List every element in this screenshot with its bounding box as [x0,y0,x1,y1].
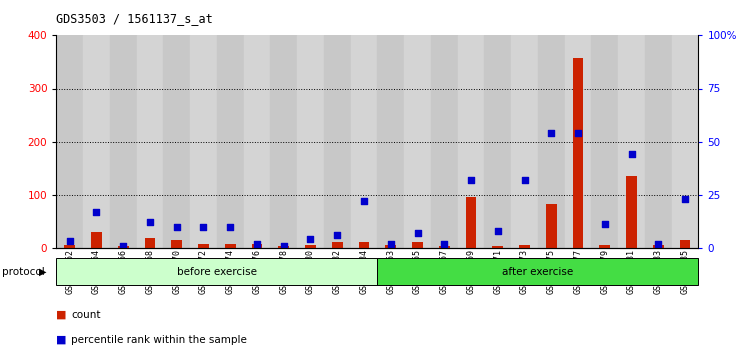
Bar [110,35,137,248]
Bar [190,35,217,248]
Bar [332,242,342,248]
Bar [225,244,236,248]
Point [278,243,290,249]
Bar [324,35,351,248]
Bar [198,244,209,248]
Bar [546,204,556,248]
Bar [83,35,110,248]
Text: ■: ■ [56,335,67,345]
Bar [618,35,645,248]
Bar [599,245,610,248]
Bar [671,35,698,248]
Point [626,152,638,157]
Point [198,224,210,229]
Point [117,243,129,249]
Point [170,224,182,229]
Text: after exercise: after exercise [502,267,574,277]
Point [412,230,424,236]
Point [599,222,611,227]
Point [358,198,370,204]
Bar [511,35,538,248]
Point [304,236,316,242]
Bar [431,35,457,248]
Bar [56,258,377,285]
Bar [680,240,690,248]
Bar [653,245,664,248]
Point [518,177,530,183]
Text: ▶: ▶ [39,267,47,276]
Bar [163,35,190,248]
Bar [645,35,671,248]
Bar [252,244,262,248]
Point [465,177,477,183]
Point [492,228,504,234]
Bar [466,198,476,248]
Point [572,130,584,136]
Text: ■: ■ [56,310,67,320]
Bar [493,246,503,248]
Bar [137,35,163,248]
Point [545,130,557,136]
Point [439,241,451,246]
Bar [385,245,396,248]
Text: count: count [71,310,101,320]
Bar [626,176,637,248]
Point [64,239,76,244]
Text: GDS3503 / 1561137_s_at: GDS3503 / 1561137_s_at [56,12,213,25]
Bar [297,35,324,248]
Point [90,209,102,215]
Point [251,241,263,246]
Bar [279,246,289,248]
Bar [217,35,243,248]
Bar [484,35,511,248]
Point [679,196,691,202]
Bar [359,242,369,248]
Point [385,241,397,246]
Text: percentile rank within the sample: percentile rank within the sample [71,335,247,345]
Bar [145,238,155,248]
Bar [377,35,404,248]
Bar [270,35,297,248]
Bar [171,240,182,248]
Bar [56,35,83,248]
Bar [592,35,618,248]
Bar [118,246,128,248]
Text: before exercise: before exercise [176,267,257,277]
Bar [377,258,698,285]
Bar [91,232,102,248]
Bar [305,245,316,248]
Bar [351,35,377,248]
Text: protocol: protocol [2,267,45,276]
Bar [439,246,450,248]
Point [144,219,156,225]
Bar [243,35,270,248]
Bar [519,245,530,248]
Point [331,232,343,238]
Bar [573,58,584,248]
Bar [457,35,484,248]
Bar [412,242,423,248]
Bar [404,35,431,248]
Bar [65,245,75,248]
Bar [538,35,565,248]
Point [225,224,237,229]
Point [653,241,665,246]
Bar [565,35,592,248]
